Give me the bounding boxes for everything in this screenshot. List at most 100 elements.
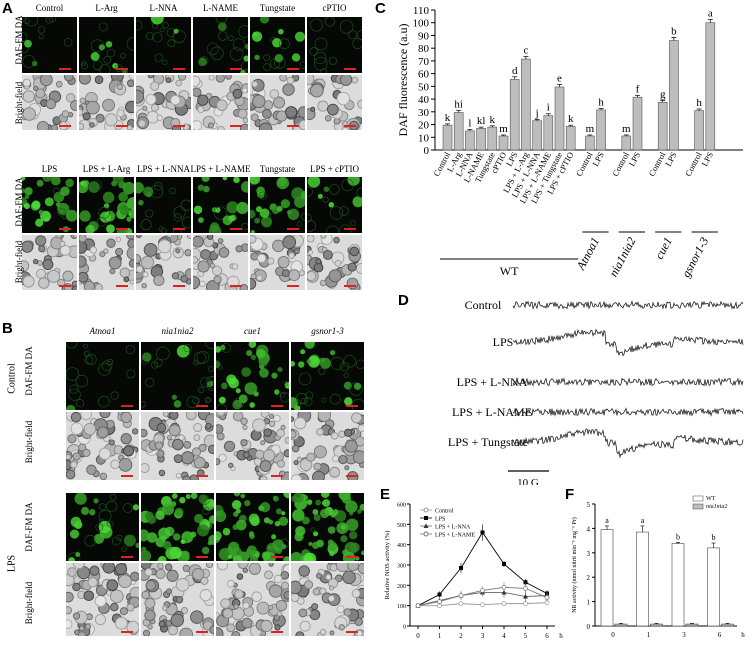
- e-point: [458, 593, 464, 598]
- scale-bar: [230, 125, 242, 127]
- a-header-bottom-2: LPS + L-NNA: [136, 164, 191, 174]
- e-ytick-label: 0: [403, 625, 406, 631]
- scale-bar: [121, 556, 133, 558]
- c-ytick-label: 50: [418, 81, 430, 93]
- a-bright-bottom-4-image: [250, 235, 305, 290]
- b-lps-fluor-3-image: [291, 493, 364, 561]
- b-lps-bright-3: [291, 563, 364, 636]
- c-ytick-label: 0: [424, 145, 430, 157]
- scale-bar: [346, 405, 358, 407]
- c-letter: b: [671, 25, 677, 37]
- b-lps-bright-0: [66, 563, 139, 636]
- a-fluor-top-0: [22, 17, 77, 73]
- c-bar: [621, 135, 632, 151]
- a-bright-bottom-3: [193, 235, 248, 290]
- c-bar: [509, 79, 520, 151]
- a-fluor-top-0-image: [22, 17, 73, 68]
- c-group-label: nia1nia2: [606, 235, 638, 279]
- scale-bar: [230, 228, 242, 230]
- b-control-fluor-0-image: [66, 342, 136, 410]
- b-control-bright-3-image: [291, 412, 364, 480]
- scale-bar: [173, 68, 185, 70]
- a-bright-bottom-5: [307, 235, 362, 290]
- f-ytick-label: 4: [587, 525, 591, 533]
- panel-d-label: D: [398, 292, 409, 309]
- c-bar: [453, 112, 464, 151]
- e-legend-marker: [423, 507, 429, 513]
- scale-bar: [59, 285, 71, 287]
- e-ytick-label: 500: [397, 523, 406, 529]
- c-letter: f: [636, 83, 640, 95]
- panel-b-label: B: [2, 320, 13, 337]
- scale-bar: [230, 68, 242, 70]
- e-point: [501, 585, 507, 590]
- scale-bar: [116, 125, 128, 127]
- b-control-bright-2: [216, 412, 289, 480]
- scale-bar: [344, 285, 356, 287]
- a-bright-bottom-0: [22, 235, 77, 290]
- c-letter: i: [547, 102, 550, 114]
- f-xlabel: h: [741, 631, 745, 639]
- f-bar: [707, 547, 720, 627]
- scale-bar: [59, 68, 71, 70]
- f-xtick-label: 1: [647, 631, 651, 639]
- e-point: [458, 601, 464, 606]
- e-point: [501, 601, 507, 606]
- d-trace: [512, 300, 744, 310]
- f-legend-label: nia1nia2: [706, 504, 727, 510]
- a-fluor-top-3-image: [198, 17, 248, 73]
- a-header-bottom-3: LPS + L-NAME: [190, 164, 251, 174]
- c-letter: d: [512, 65, 518, 77]
- c-letter: k: [568, 113, 574, 125]
- scale-bar: [116, 228, 128, 230]
- e-xtick-label: 6: [545, 632, 549, 640]
- a-bottom-fluor-label: DAF-FM DA: [14, 177, 24, 227]
- a-fluor-top-4-image: [251, 17, 305, 71]
- scale-bar: [121, 405, 133, 407]
- scale-bar: [196, 556, 208, 558]
- e-point: [523, 594, 528, 599]
- a-bright-top-1-image: [79, 75, 134, 130]
- a-bright-top-3-image: [193, 75, 248, 130]
- scale-bar: [196, 631, 208, 633]
- c-letter: g: [660, 88, 666, 100]
- f-legend-swatch: [692, 503, 704, 510]
- a-bright-top-2-image: [136, 75, 191, 130]
- c-bar: [657, 101, 668, 151]
- a-bright-bottom-4: [250, 235, 305, 290]
- a-fluor-bottom-5: [307, 177, 362, 233]
- a-fluor-bottom-2: [136, 177, 191, 233]
- scale-bar: [230, 285, 242, 287]
- d-trace-label: Control: [465, 298, 502, 312]
- scale-bar: [116, 68, 128, 70]
- c-bar: [532, 120, 542, 151]
- c-letter: m: [586, 123, 595, 135]
- a-fluor-bottom-3: [193, 177, 248, 233]
- f-legend-label: WT: [706, 496, 716, 502]
- b-control-fluor-2-image: [216, 342, 289, 410]
- b-control-bright-label: Bright-field: [24, 420, 34, 464]
- f-ytick-label: 3: [587, 550, 591, 558]
- b-header-1: nia1nia2: [161, 326, 194, 336]
- c-bar: [442, 124, 453, 151]
- a-bright-bottom-2-image: [136, 235, 191, 289]
- b-control-fluor-label: DAF-FM DA: [24, 346, 34, 396]
- a-header-top-2: L-NNA: [149, 3, 178, 13]
- b-lps-fluor-0-image: [67, 493, 139, 561]
- scale-bar: [271, 556, 283, 558]
- a-bright-bottom-0-image: [22, 235, 77, 290]
- c-letter: l: [468, 118, 471, 130]
- c-bar: [694, 110, 704, 151]
- e-point: [480, 602, 485, 608]
- e-point: [415, 603, 421, 609]
- e-point: [437, 599, 442, 604]
- scale-bar: [346, 556, 358, 558]
- scale-bar: [173, 228, 185, 230]
- a-fluor-bottom-4: [250, 177, 305, 233]
- e-point: [523, 601, 528, 606]
- e-ytick-label: 400: [397, 543, 406, 549]
- e-ylabel: Relative NOS activity (%): [384, 531, 391, 600]
- a-top-fluor-label: DAF-FM DA: [14, 15, 24, 65]
- c-bar: [543, 115, 554, 151]
- a-bright-top-3: [193, 75, 248, 130]
